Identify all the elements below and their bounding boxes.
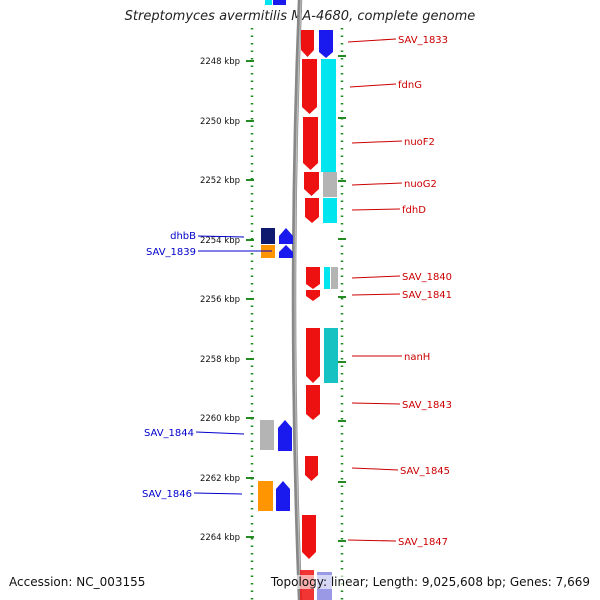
gene-feature-cyan[interactable] [323, 198, 337, 223]
ruler-tick-label: 2260 kbp [200, 414, 240, 424]
gene-feature-gray[interactable] [323, 172, 337, 197]
gene-feature-sav1843[interactable] [306, 385, 320, 420]
gene-feature-sav1833[interactable] [301, 30, 314, 57]
gene-feature-blue-arrow[interactable] [276, 481, 290, 511]
gene-feature-sav1847[interactable] [302, 515, 316, 559]
gene-feature-nanH[interactable] [306, 328, 320, 383]
gene-label-right[interactable]: nuoG2 [404, 179, 437, 190]
feature-top-blue[interactable] [273, 0, 286, 5]
ruler-tick-label: 2258 kbp [200, 355, 240, 365]
gene-feature-blue[interactable] [319, 30, 333, 58]
ruler-tick-label: 2248 kbp [200, 57, 240, 67]
genome-backbone [291, 0, 303, 600]
gene-feature-sav1846[interactable] [258, 481, 273, 511]
ruler-tick-label: 2262 kbp [200, 474, 240, 484]
gene-feature-fdhD[interactable] [305, 198, 319, 223]
gene-feature-sav1840[interactable] [306, 267, 320, 289]
gene-feature-cyan[interactable] [324, 267, 330, 289]
accession-text: Accession: NC_003155 [9, 575, 146, 589]
forward-features [300, 30, 320, 600]
reverse-features [258, 228, 293, 511]
gene-feature-blue-arrow[interactable] [279, 245, 293, 258]
gene-label-right[interactable]: SAV_1843 [402, 400, 452, 411]
gene-label-right[interactable]: fdnG [398, 80, 422, 91]
gene-feature-sav1844[interactable] [260, 420, 274, 450]
gene-feature-gray[interactable] [331, 267, 338, 289]
ruler-tick-label: 2256 kbp [200, 295, 240, 305]
gene-label-right[interactable]: SAV_1841 [402, 290, 452, 301]
gene-feature-teal[interactable] [324, 328, 338, 383]
ruler-tick-label: 2264 kbp [200, 533, 240, 543]
gene-label-left[interactable]: SAV_1844 [144, 428, 194, 439]
gene-label-left[interactable]: SAV_1839 [146, 247, 196, 258]
gene-label-right[interactable]: SAV_1845 [400, 466, 450, 477]
ruler-tick-marks [246, 60, 254, 538]
gene-feature-dhbB[interactable] [261, 228, 275, 244]
gene-feature-blue-arrow[interactable] [279, 228, 293, 244]
gene-label-right[interactable]: SAV_1840 [402, 272, 452, 283]
genome-summary-text: Topology: linear; Length: 9,025,608 bp; … [270, 575, 590, 589]
gene-feature-nuoF2[interactable] [303, 117, 318, 170]
ruler-tick-label: 2250 kbp [200, 117, 240, 127]
feature-top-cyan[interactable] [265, 0, 272, 5]
gene-feature-fdnG[interactable] [302, 59, 317, 114]
gene-label-right[interactable]: SAV_1847 [398, 537, 448, 548]
gene-label-right[interactable]: SAV_1833 [398, 35, 448, 46]
right-tick-marks [338, 55, 346, 542]
gene-feature-cyan[interactable] [321, 59, 336, 172]
gene-feature-sav1841[interactable] [306, 290, 320, 301]
ruler-tick-label: 2254 kbp [200, 236, 240, 246]
gene-label-left[interactable]: SAV_1846 [142, 489, 192, 500]
gene-label-right[interactable]: nuoF2 [404, 137, 435, 148]
ruler-tick-label: 2252 kbp [200, 176, 240, 186]
gene-label-right[interactable]: nanH [404, 352, 430, 363]
gene-feature-blue-arrow[interactable] [278, 420, 292, 451]
gene-feature-nuoG2[interactable] [304, 172, 319, 196]
gene-feature-sav1845[interactable] [305, 456, 318, 481]
gene-label-right[interactable]: fdhD [402, 205, 426, 216]
gene-label-left[interactable]: dhbB [170, 231, 196, 242]
right-column-features [317, 30, 338, 600]
